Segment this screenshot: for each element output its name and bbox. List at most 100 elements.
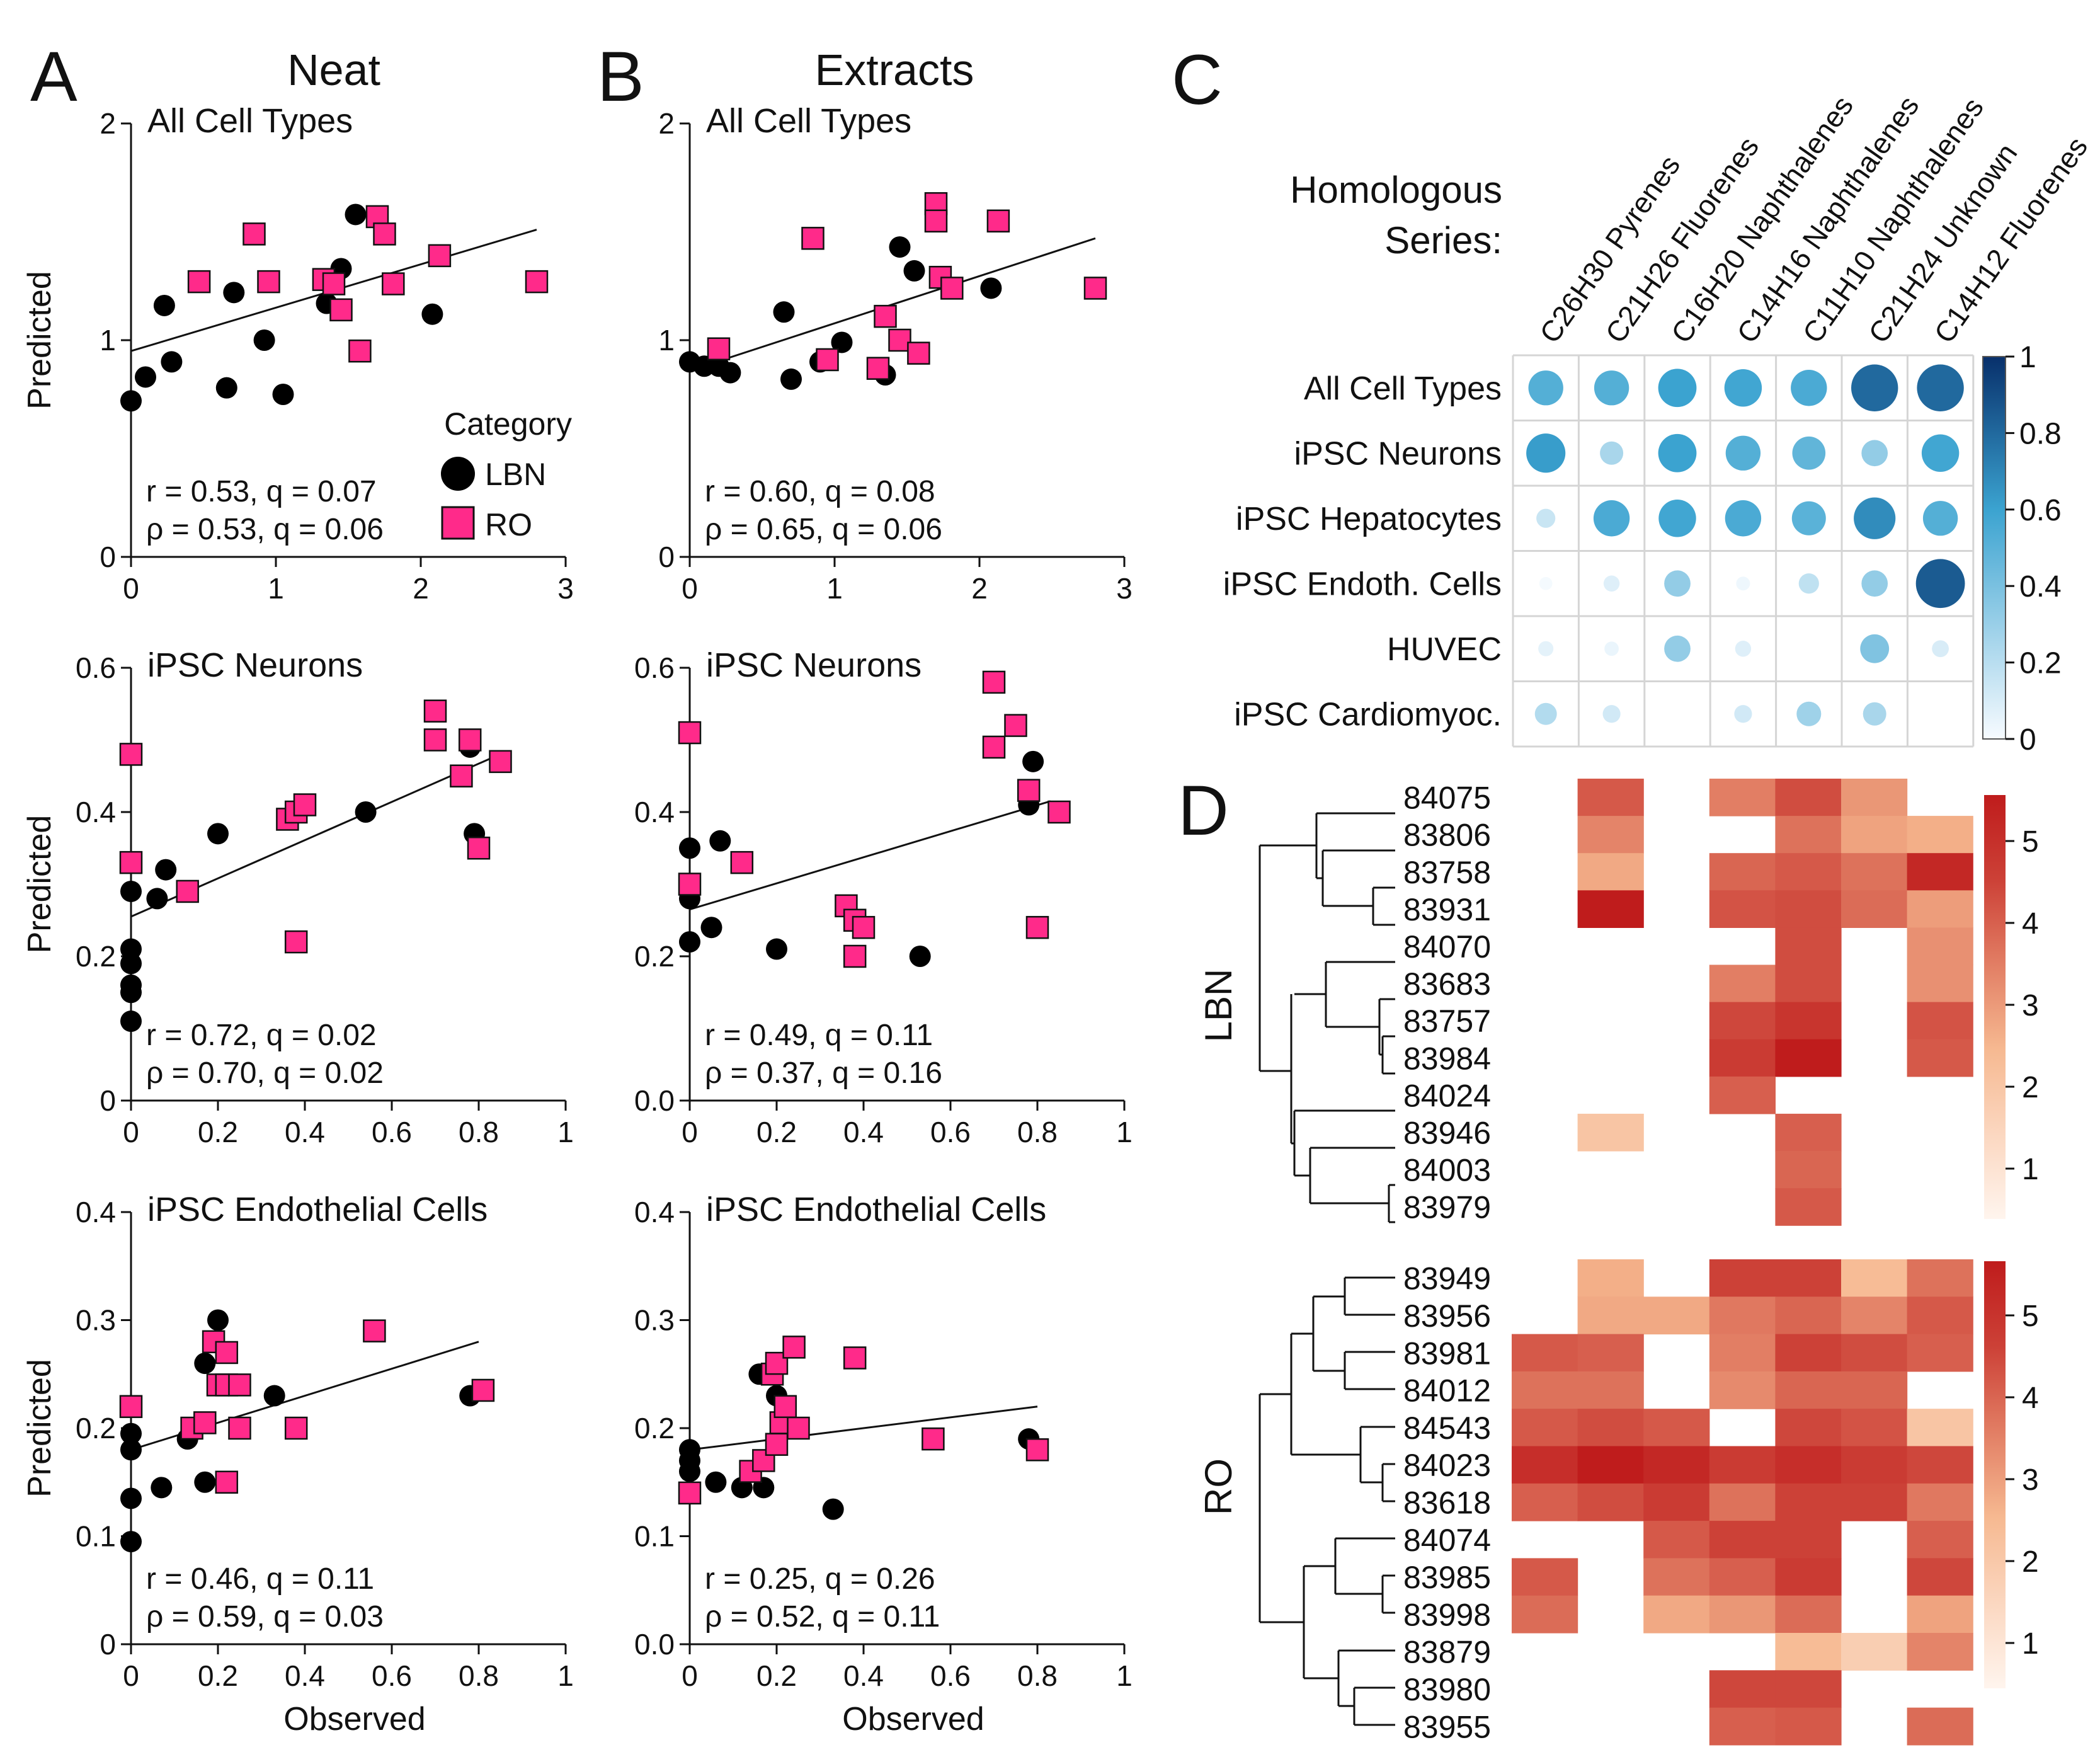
heat-cell — [1709, 1076, 1776, 1114]
colorbar-tick-label: 5 — [2022, 825, 2039, 859]
x-tick-label: 0 — [123, 572, 139, 605]
point-ro — [257, 270, 280, 294]
point-lbn — [194, 1353, 216, 1375]
heat-cell — [1577, 1113, 1644, 1152]
heat-cell — [1775, 1334, 1842, 1372]
x-tick-label: 0.4 — [285, 1116, 325, 1148]
heat-cell — [1577, 1446, 1644, 1484]
point-ro — [450, 764, 473, 787]
bubble — [1658, 369, 1697, 408]
y-tick-label: 0 — [100, 541, 116, 573]
x-tick-label: 0.6 — [930, 1659, 971, 1692]
point-ro — [1004, 714, 1027, 737]
x-tick-label: 0.8 — [1017, 1116, 1058, 1148]
x-tick-label: 0 — [682, 1116, 698, 1148]
point-lbn — [146, 888, 168, 910]
heat-cell — [1512, 1446, 1578, 1484]
point-lbn — [120, 1422, 142, 1445]
sample-label: 83984 — [1403, 1041, 1491, 1076]
heat-cell — [1841, 1371, 1908, 1409]
heat-cell — [1907, 1296, 1973, 1335]
x-tick-label: 0 — [123, 1659, 139, 1692]
point-ro — [467, 837, 491, 860]
point-lbn — [215, 377, 237, 399]
heat-cell — [1709, 1521, 1776, 1559]
stats-rho: ρ = 0.70, q = 0.02 — [146, 1056, 384, 1090]
x-tick-label: 0.6 — [372, 1659, 412, 1692]
bubble — [1664, 635, 1691, 662]
colorbar-tick-label: 1 — [2022, 1627, 2039, 1661]
point-ro — [678, 1481, 702, 1505]
point-lbn — [272, 384, 294, 405]
point-ro — [924, 209, 948, 233]
heat-cell — [1577, 890, 1644, 928]
x-tick-label: 0 — [123, 1116, 139, 1148]
point-ro — [428, 244, 452, 268]
heat-cell — [1775, 964, 1842, 1003]
heat-cell — [1907, 1039, 1973, 1077]
point-ro — [888, 328, 911, 352]
heat-cell — [1907, 1409, 1973, 1447]
heat-cell — [1512, 1409, 1578, 1447]
x-tick-label: 0.4 — [843, 1116, 884, 1148]
sample-label: 84075 — [1403, 781, 1491, 816]
point-lbn — [263, 1385, 285, 1407]
point-lbn — [120, 1439, 142, 1461]
x-tick-label: 0 — [682, 572, 698, 605]
bubble — [1798, 573, 1819, 594]
point-ro — [119, 743, 143, 766]
point-ro — [215, 1470, 239, 1494]
x-tick-label: 2 — [413, 572, 429, 605]
sample-label: 83758 — [1403, 855, 1491, 890]
panel-title-neat: Neat — [287, 45, 380, 94]
bubble — [1658, 500, 1696, 537]
point-lbn — [980, 277, 1002, 299]
heat-cell — [1907, 1446, 1973, 1484]
heat-cell — [1775, 1633, 1842, 1671]
bubble — [1921, 434, 1960, 472]
heat-cell — [1577, 1371, 1644, 1409]
heat-cell — [1841, 1633, 1908, 1671]
sample-label: 84024 — [1403, 1078, 1491, 1113]
heat-cell — [1709, 1039, 1776, 1077]
point-lbn — [153, 294, 175, 316]
point-ro — [293, 793, 317, 816]
row-label: HUVEC — [1387, 631, 1502, 668]
point-ro — [986, 209, 1010, 233]
heat-cell — [1775, 1151, 1842, 1189]
heat-cell — [1775, 1446, 1842, 1484]
y-axis-label: Predicted — [21, 271, 58, 409]
fit-line — [689, 800, 1051, 911]
point-ro — [489, 750, 512, 774]
point-ro — [348, 339, 372, 363]
stats-r: r = 0.46, q = 0.11 — [146, 1562, 374, 1596]
point-lbn — [421, 303, 443, 325]
point-lbn — [766, 938, 787, 960]
heat-cell — [1841, 1296, 1908, 1335]
bubble — [1538, 641, 1554, 656]
subplot-title: iPSC Neurons — [147, 646, 363, 684]
sample-label: 84003 — [1403, 1153, 1491, 1188]
colorbar-tick-label: 4 — [2022, 1382, 2039, 1415]
point-ro — [773, 1395, 797, 1418]
heat-cell — [1907, 1633, 1973, 1671]
heat-cell — [1643, 1409, 1710, 1447]
point-ro — [843, 1346, 867, 1370]
stats-r: r = 0.53, q = 0.07 — [146, 475, 377, 508]
sample-label: 84023 — [1403, 1448, 1491, 1483]
heat-cell — [1643, 1521, 1710, 1559]
point-lbn — [679, 837, 700, 859]
fit-line — [689, 1405, 1038, 1451]
sample-label: 83981 — [1403, 1336, 1491, 1371]
point-ro — [678, 721, 702, 745]
bubble — [1725, 435, 1761, 471]
subplot-title: All Cell Types — [147, 102, 353, 140]
heat-cell — [1907, 1707, 1973, 1746]
subplot-title: iPSC Endothelial Cells — [706, 1191, 1046, 1228]
bubble — [1536, 508, 1556, 528]
heat-cell — [1577, 1296, 1644, 1335]
panel-letter-c: C — [1172, 40, 1223, 119]
colorbar-tick-label: 3 — [2022, 989, 2039, 1022]
